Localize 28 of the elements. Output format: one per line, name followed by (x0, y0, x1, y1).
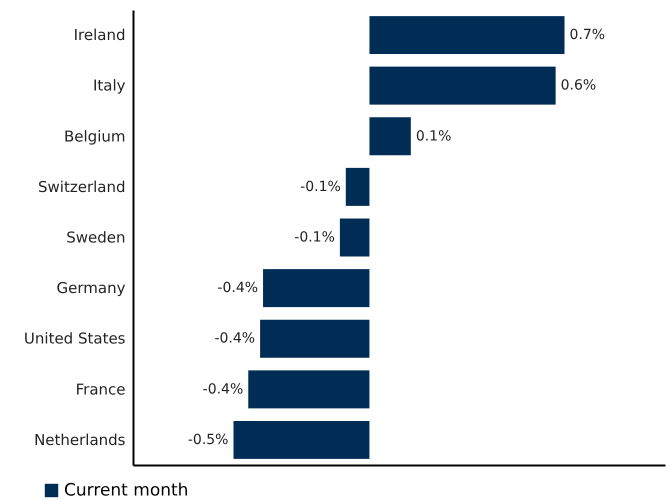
data-label: 0.7% (570, 27, 606, 44)
bar (248, 370, 370, 408)
data-label: 0.1% (416, 128, 452, 144)
y-tick-label: Belgium (64, 127, 126, 146)
data-label: -0.5% (188, 432, 228, 448)
y-tick-label: United States (24, 330, 126, 348)
y-tick-label: Italy (92, 76, 126, 95)
y-tick-label: Sweden (66, 228, 126, 246)
data-label: -0.4% (214, 330, 256, 347)
data-label: 0.6% (560, 78, 596, 94)
y-tick-label: Germany (56, 279, 126, 298)
bar (369, 16, 565, 54)
bar (260, 320, 370, 358)
data-label: -0.4% (202, 381, 244, 398)
data-label: -0.1% (294, 230, 335, 246)
y-tick-label: France (76, 380, 126, 398)
data-label: -0.4% (217, 280, 258, 296)
bar (263, 269, 370, 308)
y-tick-label: Switzerland (38, 178, 126, 196)
bar (346, 168, 370, 206)
bar (369, 66, 556, 105)
y-tick-label: Ireland (74, 26, 126, 44)
data-label: -0.1% (300, 178, 341, 195)
bar (369, 117, 411, 156)
y-tick-label: Netherlands (34, 430, 126, 449)
bar (233, 420, 370, 459)
legend-label: Current month (64, 480, 188, 500)
bar (340, 218, 370, 256)
